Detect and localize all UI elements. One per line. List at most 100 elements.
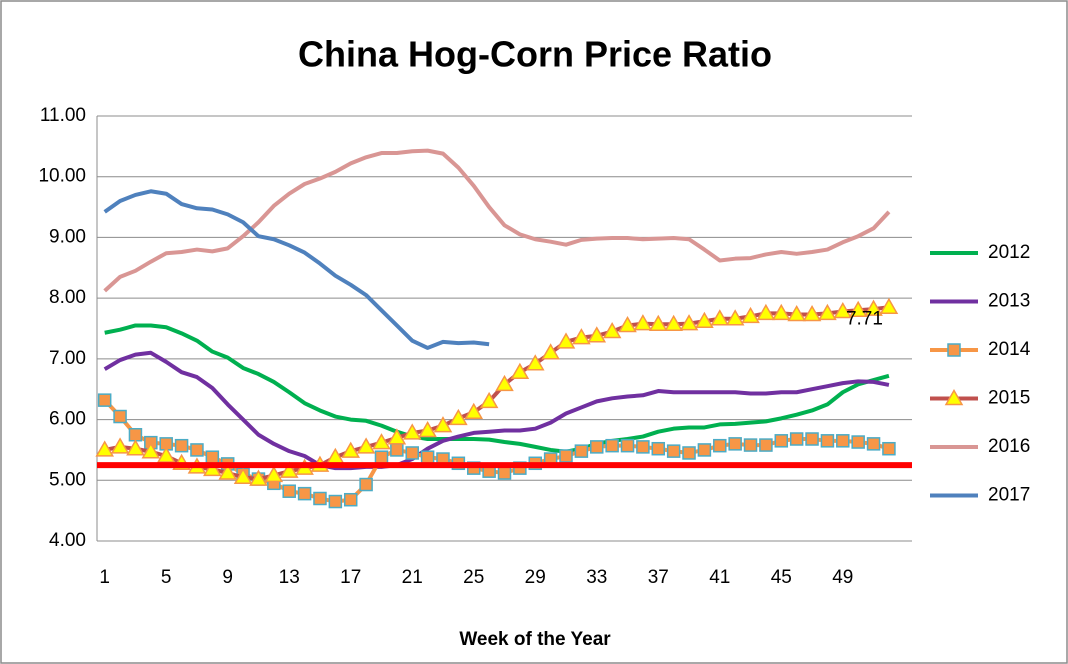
marker <box>725 309 745 326</box>
marker <box>343 492 358 507</box>
marker <box>156 446 176 463</box>
x-tick-label: 45 <box>771 567 792 588</box>
marker <box>556 332 576 349</box>
marker <box>836 434 850 448</box>
marker <box>743 438 758 452</box>
series-line <box>104 305 890 482</box>
y-tick-label: 6.00 <box>49 409 86 430</box>
annotation: 7.71 <box>846 308 883 329</box>
marker <box>879 297 899 314</box>
marker <box>297 486 312 501</box>
marker <box>390 443 404 457</box>
marker <box>864 299 883 316</box>
marker <box>449 408 468 426</box>
marker <box>587 326 607 343</box>
marker <box>313 491 327 506</box>
marker <box>341 441 361 458</box>
y-tick-label: 5.00 <box>49 469 86 490</box>
y-tick-label: 4.00 <box>49 530 86 551</box>
legend-label: 2015 <box>988 388 1030 409</box>
marker <box>97 393 112 407</box>
marker <box>559 449 573 463</box>
marker <box>433 416 453 433</box>
legend-label: 2017 <box>988 485 1030 506</box>
marker <box>374 450 389 464</box>
marker <box>728 437 742 451</box>
marker <box>590 440 604 454</box>
marker <box>328 494 343 509</box>
marker <box>759 438 773 452</box>
y-tick-label: 8.00 <box>49 287 86 308</box>
marker <box>664 314 683 331</box>
legend-label: 2012 <box>988 242 1030 263</box>
x-tick-label: 33 <box>586 567 607 588</box>
marker <box>789 432 804 446</box>
marker <box>282 484 296 498</box>
marker <box>128 428 143 442</box>
x-tick-label: 13 <box>279 567 300 588</box>
marker <box>756 303 776 321</box>
series-line <box>103 398 890 504</box>
marker <box>372 433 391 450</box>
marker <box>464 402 484 420</box>
marker <box>113 409 127 424</box>
x-axis-label: Week of the Year <box>459 629 611 650</box>
marker <box>510 362 530 379</box>
marker <box>95 440 114 457</box>
legend-label: 2014 <box>988 339 1031 360</box>
marker <box>833 301 853 319</box>
y-tick-label: 11.00 <box>40 105 86 126</box>
y-tick-label: 10.00 <box>38 166 86 187</box>
marker <box>620 438 635 453</box>
marker <box>418 420 437 438</box>
x-tick-label: 41 <box>709 567 730 588</box>
marker <box>190 443 204 457</box>
x-tick-label: 25 <box>463 567 484 588</box>
legend-label: 2016 <box>988 436 1030 457</box>
x-tick-label: 21 <box>402 567 423 588</box>
x-tick-label: 17 <box>340 567 361 588</box>
marker <box>420 450 435 464</box>
marker <box>602 322 622 339</box>
marker <box>679 314 699 331</box>
legend-item: 2016 <box>930 436 1030 457</box>
marker <box>651 441 666 456</box>
series-line <box>103 189 490 350</box>
marker <box>713 438 727 453</box>
marker <box>126 439 145 456</box>
marker <box>774 434 789 448</box>
series-line <box>103 148 891 293</box>
marker <box>497 466 512 480</box>
marker <box>387 428 407 445</box>
marker <box>805 432 819 446</box>
marker <box>233 467 253 484</box>
x-tick-label: 37 <box>648 567 669 588</box>
marker <box>572 328 591 345</box>
series-line <box>103 350 890 471</box>
x-tick-label: 5 <box>161 567 172 588</box>
marker <box>633 314 653 331</box>
marker <box>574 444 589 458</box>
marker <box>666 444 681 458</box>
marker <box>682 446 696 460</box>
marker <box>818 303 837 321</box>
marker <box>947 343 961 357</box>
x-tick-label: 29 <box>525 567 546 588</box>
marker <box>866 437 881 451</box>
marker <box>174 438 189 453</box>
x-tick-label: 1 <box>99 567 110 588</box>
legend-item: 2014 <box>930 339 1031 360</box>
marker <box>479 391 499 409</box>
marker <box>787 305 806 322</box>
legend-label: 2013 <box>988 291 1030 312</box>
marker <box>203 459 222 477</box>
marker <box>249 469 268 486</box>
marker <box>279 461 299 478</box>
series-line <box>104 323 890 454</box>
legend-item: 2012 <box>930 242 1030 263</box>
marker <box>636 440 650 454</box>
y-tick-label: 9.00 <box>49 226 86 247</box>
marker <box>141 442 161 459</box>
